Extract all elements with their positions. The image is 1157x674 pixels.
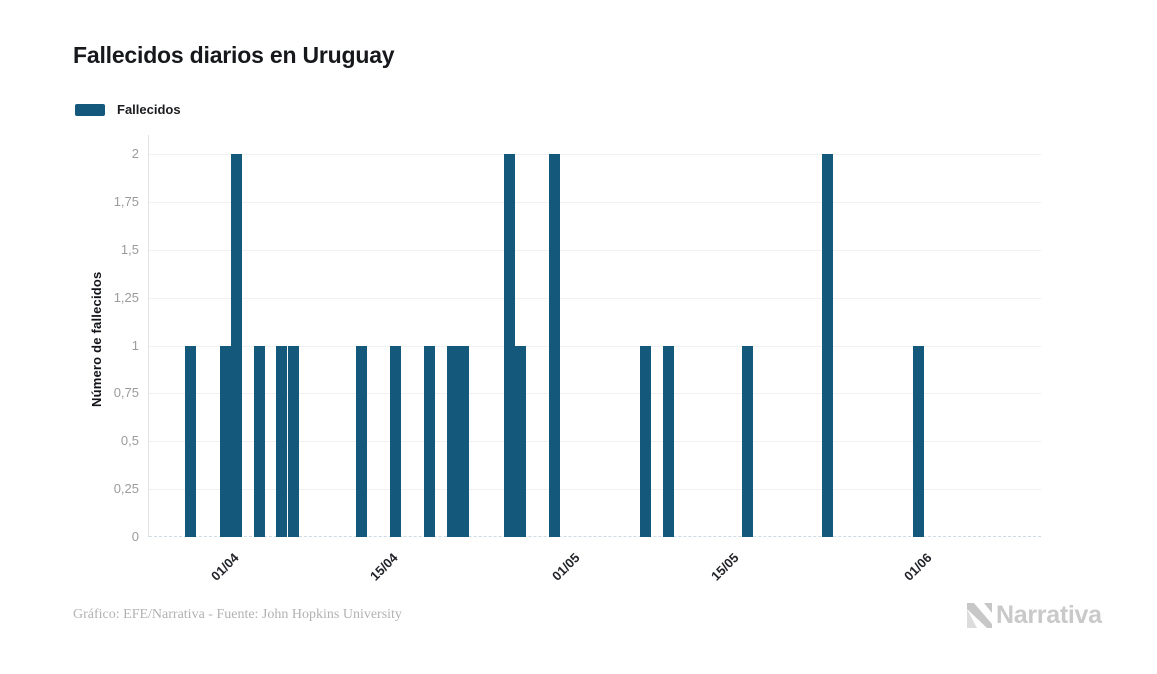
gridline: [149, 345, 1041, 347]
y-axis-tick-label: 1,5: [120, 241, 139, 257]
legend-item-fallecidos[interactable]: Fallecidos: [75, 102, 181, 117]
legend-label: Fallecidos: [117, 102, 181, 117]
gridline: [149, 249, 1041, 251]
gridline: [149, 297, 1041, 299]
x-axis-tick-label: 01/04: [208, 550, 243, 584]
gridline: [149, 201, 1041, 203]
bar-06-04[interactable]: [287, 345, 299, 537]
gridline: [149, 489, 1041, 491]
bar-03-04[interactable]: [253, 345, 265, 537]
y-axis-tick-label: 1,75: [113, 193, 139, 209]
x-axis-tick-label: 15/05: [708, 550, 742, 584]
bar-31-05[interactable]: [912, 345, 924, 537]
bar-18-04[interactable]: [424, 345, 436, 537]
bar-07-05[interactable]: [639, 345, 651, 537]
bar-25-04[interactable]: [503, 154, 515, 537]
y-axis-tick-label: 0: [131, 529, 139, 544]
y-axis-tick-label: 1: [131, 337, 139, 353]
bar-12-04[interactable]: [355, 345, 367, 537]
bar-16-05[interactable]: [742, 345, 754, 537]
y-axis-tick-label: 0,75: [113, 385, 139, 401]
x-axis-tick-label: 15/04: [367, 550, 402, 584]
chart-title: Fallecidos diarios en Uruguay: [73, 42, 395, 68]
bar-29-04[interactable]: [549, 154, 560, 537]
y-axis-tick-label: 1,25: [113, 289, 139, 305]
y-axis-tick-label: 2: [131, 146, 139, 161]
bar-01-04[interactable]: [230, 154, 242, 537]
bar-21-04[interactable]: [458, 345, 470, 537]
narrativa-logo-icon: [967, 602, 992, 628]
x-axis-tick-label: 01/05: [549, 550, 583, 584]
gridline: [149, 393, 1041, 395]
x-axis-tick-label: 01/06: [901, 550, 935, 584]
narrativa-logo-text: Narrativa: [996, 601, 1102, 629]
source-credit: Gráfico: EFE/Narrativa - Fuente: John Ho…: [73, 607, 402, 622]
y-axis-tick-label: 0,5: [120, 433, 139, 449]
bar-09-05[interactable]: [662, 345, 674, 537]
bar-05-04[interactable]: [276, 345, 288, 537]
bar-15-04[interactable]: [389, 345, 401, 537]
plot-area: [148, 135, 1041, 537]
x-axis-baseline: [149, 536, 1041, 537]
bar-23-05[interactable]: [821, 154, 833, 537]
bar-20-04[interactable]: [446, 345, 458, 537]
y-axis-tick-label: 0,25: [113, 481, 139, 497]
bar-26-04[interactable]: [514, 345, 526, 537]
gridline: [149, 441, 1041, 443]
legend-swatch: [75, 103, 105, 116]
narrativa-logo: Narrativa: [966, 601, 1102, 629]
bar-28-03[interactable]: [185, 345, 197, 537]
gridline: [149, 154, 1041, 155]
bar-31-03[interactable]: [219, 345, 231, 537]
